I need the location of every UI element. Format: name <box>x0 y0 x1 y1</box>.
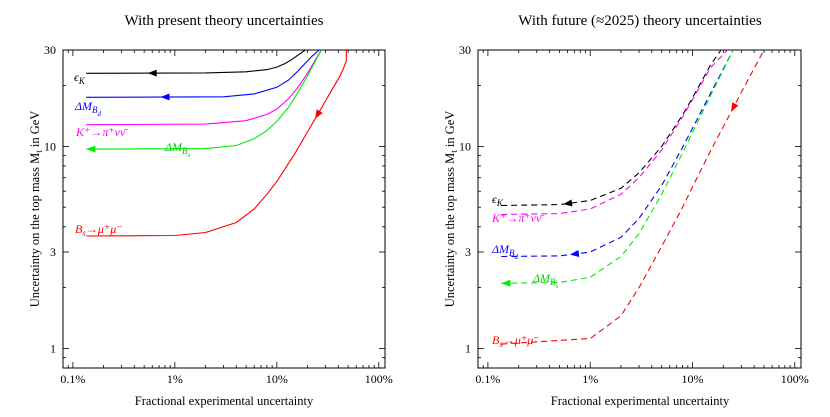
x-tick-label: 100% <box>365 372 393 386</box>
series-line <box>501 50 765 345</box>
x-tick-label: 1% <box>582 372 598 386</box>
x-tick-label: 0.1% <box>475 372 500 386</box>
plot-frame <box>62 49 386 369</box>
y-tick-label: 10 <box>44 139 56 153</box>
series-arrow <box>731 102 739 112</box>
series-line <box>86 50 347 237</box>
chart-title: With present theory uncertainties <box>125 13 324 29</box>
series-line <box>86 50 320 98</box>
series-label-delta-m-bs: ΔMBs <box>164 140 191 159</box>
series-line <box>501 50 728 216</box>
plot-frame <box>477 49 802 369</box>
y-tick-label: 30 <box>44 43 56 57</box>
series-line <box>86 50 306 74</box>
y-tick-label: 3 <box>465 245 471 259</box>
x-axis-label: Fractional experimental uncertainty <box>135 394 314 408</box>
series-label-delta-m-bd: ΔMBd <box>491 242 519 261</box>
series-line <box>501 50 734 284</box>
series-arrow <box>569 249 580 257</box>
axis-ticks: 0.1% 1% 10% 100% 1 3 10 30 <box>44 43 393 386</box>
series-labels: ϵK ΔMBd K⁺→π⁺νν̄ ΔMBs Bs→μ⁺μ⁻ <box>74 70 191 238</box>
y-tick-label: 3 <box>50 245 56 259</box>
panel-present-theory: With present theory uncertainties Fracti… <box>28 13 393 408</box>
x-tick-label: 10% <box>266 372 288 386</box>
series-label-k-pi-nu-nu: K⁺→π⁺νν̄ <box>491 211 544 225</box>
series-label-k-pi-nu-nu: K⁺→π⁺νν̄ <box>75 125 128 139</box>
x-tick-label: 1% <box>167 372 183 386</box>
series-label-delta-m-bd: ΔMBd <box>74 99 102 118</box>
series-arrow <box>501 279 511 287</box>
x-tick-label: 0.1% <box>60 372 85 386</box>
y-axis-label: Uncertainty on the top mass Mt in GeV <box>28 111 44 308</box>
series-line <box>86 50 323 126</box>
chart-title: With future (≈2025) theory uncertainties <box>518 13 762 29</box>
series-label-bs-mu-mu: Bs→μ⁺μ⁻ <box>492 333 540 349</box>
y-tick-label: 1 <box>50 341 56 355</box>
series-line <box>501 50 722 207</box>
series-group <box>501 50 765 345</box>
y-tick-label: 1 <box>465 341 471 355</box>
series-label-epsilon-k: ϵK <box>492 192 504 208</box>
x-axis-label: Fractional experimental uncertainty <box>551 394 730 408</box>
series-line <box>86 50 323 150</box>
series-line <box>501 50 734 258</box>
y-tick-label: 30 <box>459 43 471 57</box>
series-arrow <box>86 145 96 153</box>
series-group <box>86 50 347 237</box>
axis-ticks: 0.1% 1% 10% 100% 1 3 10 30 <box>459 43 809 386</box>
series-arrow <box>563 199 573 207</box>
series-label-epsilon-k: ϵK <box>74 70 86 86</box>
series-labels: ϵK K⁺→π⁺νν̄ ΔMBd ΔMBs Bs→μ⁺μ⁻ <box>491 192 559 349</box>
series-arrow <box>147 69 157 77</box>
x-tick-label: 10% <box>681 372 703 386</box>
series-label-delta-m-bs: ΔMBs <box>532 271 559 290</box>
series-arrow <box>160 93 170 101</box>
panel-future-theory: With future (≈2025) theory uncertainties… <box>443 13 809 408</box>
series-arrow <box>315 109 323 119</box>
series-label-bs-mu-mu: Bs→μ⁺μ⁻ <box>75 222 123 238</box>
y-tick-label: 10 <box>459 139 471 153</box>
x-tick-label: 100% <box>781 372 809 386</box>
y-axis-label: Uncertainty on the top mass Mt in GeV <box>443 111 459 308</box>
